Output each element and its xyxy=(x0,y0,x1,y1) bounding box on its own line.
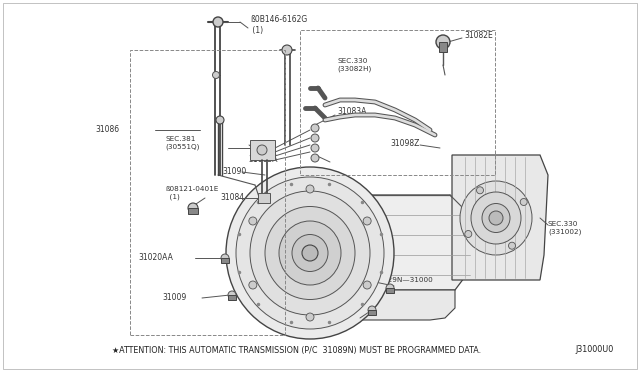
Circle shape xyxy=(386,284,394,292)
Text: ß08121-0401E
  (1): ß08121-0401E (1) xyxy=(165,186,218,200)
Text: 31020A: 31020A xyxy=(320,315,349,324)
Circle shape xyxy=(311,144,319,152)
Text: ß0B146-6162G
 (1): ß0B146-6162G (1) xyxy=(250,15,307,35)
Text: 31084: 31084 xyxy=(220,193,244,202)
Bar xyxy=(386,288,394,293)
Bar xyxy=(130,50,285,335)
Bar xyxy=(228,295,236,300)
Text: 31063A: 31063A xyxy=(248,155,278,164)
Circle shape xyxy=(212,71,220,78)
Text: SEC.381
(30551Q): SEC.381 (30551Q) xyxy=(165,136,200,150)
Text: 31098Z: 31098Z xyxy=(390,138,419,148)
Text: 31090: 31090 xyxy=(222,167,246,176)
Text: 31083A: 31083A xyxy=(337,108,366,116)
Text: ★ 31029N—31000: ★ 31029N—31000 xyxy=(365,277,433,283)
Text: SEC.330
(33082H): SEC.330 (33082H) xyxy=(337,58,371,72)
Circle shape xyxy=(257,145,267,155)
Ellipse shape xyxy=(236,177,384,329)
Bar xyxy=(439,42,447,52)
Text: J31000U0: J31000U0 xyxy=(575,346,613,355)
Circle shape xyxy=(520,199,527,205)
Text: SEC.330
(331002): SEC.330 (331002) xyxy=(548,221,581,235)
Ellipse shape xyxy=(279,221,341,285)
Ellipse shape xyxy=(302,245,318,261)
Bar xyxy=(300,30,495,175)
Bar xyxy=(250,140,275,160)
Circle shape xyxy=(509,242,515,249)
Text: 31082E: 31082E xyxy=(464,32,493,41)
Circle shape xyxy=(216,116,224,124)
Ellipse shape xyxy=(250,191,370,315)
Ellipse shape xyxy=(292,234,328,272)
Circle shape xyxy=(363,281,371,289)
Ellipse shape xyxy=(460,181,532,255)
Circle shape xyxy=(477,187,483,194)
Circle shape xyxy=(311,154,319,162)
Ellipse shape xyxy=(482,203,510,232)
Polygon shape xyxy=(452,155,548,280)
Circle shape xyxy=(249,217,257,225)
Circle shape xyxy=(221,254,229,262)
Circle shape xyxy=(363,217,371,225)
Circle shape xyxy=(306,313,314,321)
Ellipse shape xyxy=(471,192,521,244)
Circle shape xyxy=(282,45,292,55)
Circle shape xyxy=(311,124,319,132)
Circle shape xyxy=(228,291,236,299)
Circle shape xyxy=(311,134,319,142)
Polygon shape xyxy=(285,290,455,320)
Circle shape xyxy=(249,281,257,289)
Circle shape xyxy=(465,231,472,237)
Circle shape xyxy=(306,185,314,193)
Circle shape xyxy=(213,17,223,27)
Bar xyxy=(188,208,198,214)
Bar xyxy=(368,310,376,315)
Bar xyxy=(258,193,270,203)
Text: 31020AA: 31020AA xyxy=(138,253,173,263)
Circle shape xyxy=(368,306,376,314)
Ellipse shape xyxy=(265,206,355,299)
Text: 31086: 31086 xyxy=(95,125,119,135)
Text: ★ATTENTION: THIS AUTOMATIC TRANSMISSION (P/C  31089N) MUST BE PROGRAMMED DATA.: ★ATTENTION: THIS AUTOMATIC TRANSMISSION … xyxy=(112,346,481,355)
Ellipse shape xyxy=(489,211,503,225)
Circle shape xyxy=(188,203,198,213)
Text: 31009: 31009 xyxy=(162,294,186,302)
Ellipse shape xyxy=(226,167,394,339)
Polygon shape xyxy=(278,195,475,290)
Bar xyxy=(221,258,229,263)
Circle shape xyxy=(436,35,450,49)
